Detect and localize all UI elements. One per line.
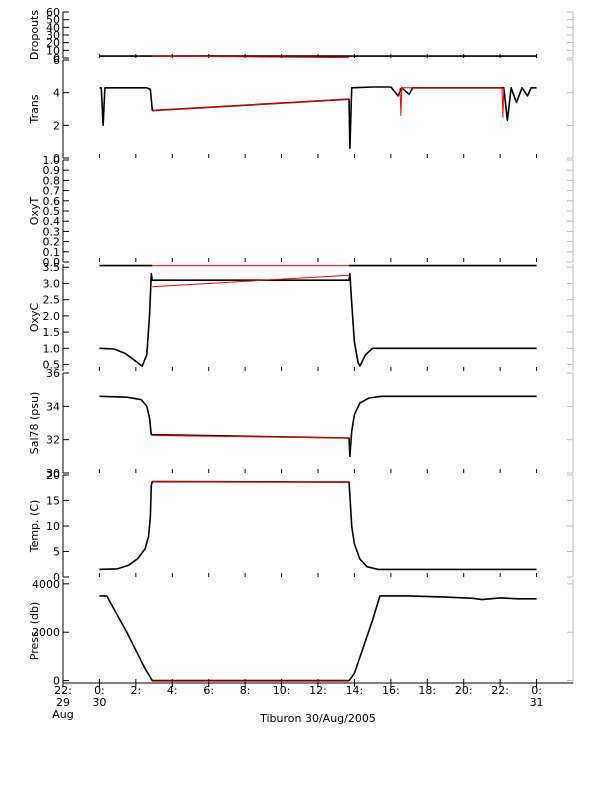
y-tick-label: 32 [46,434,60,447]
y-tick-label: 50 [46,14,60,27]
y-tick-label: 0.6 [43,195,61,208]
y-axis-title: OxyC [28,303,41,333]
panel-trans: 0 2 4 6 Trans [28,54,574,165]
x-tick-label: 12: [309,684,327,697]
y-axis-title: Dropouts [28,10,41,60]
y-tick-label: 10 [46,520,60,533]
y-tick-label: 2000 [32,626,60,639]
x-tick-label: 18: [418,684,436,697]
panel-oxyt: 0.00.10.20.30.40.50.60.70.80.91.0 OxyT [28,154,574,269]
gap-series-line [399,87,505,118]
y-tick-label: 6 [53,54,60,67]
y-tick-label: 20 [46,469,60,482]
y-axis-title: Sal78 (psu) [28,392,41,455]
y-tick-label: 2.5 [43,294,61,307]
y-tick-label: 4 [53,87,60,100]
gap-series-line [152,481,350,483]
panel-temp-c-: 0 5 10 15 20 Temp. (C) [28,469,574,584]
x-tick-label: 22: [491,684,509,697]
y-tick-label: 4000 [32,578,60,591]
y-tick-label: 0.8 [43,174,61,187]
x-tick-label: 6: [203,684,214,697]
y-tick-label: 40 [46,21,60,34]
y-tick-label: 15 [46,495,60,508]
gap-series-line [152,435,350,439]
y-tick-label: 30 [46,29,60,42]
y-tick-label: 1.5 [43,326,61,339]
y-tick-label: 0.5 [43,359,61,372]
y-tick-label: 0.0 [43,256,61,269]
x-tick-day-label: 29 [56,696,70,709]
y-tick-label: 30 [46,467,60,480]
gap-series-line [152,55,350,59]
y-tick-label: 0.3 [43,225,61,238]
y-tick-label: 0.1 [43,246,61,259]
x-tick-label: 14: [346,684,364,697]
x-tick-month-label: Aug [52,708,73,721]
y-tick-label: 36 [46,367,60,380]
x-tick-label: 22: [54,684,72,697]
y-tick-label: 0.5 [43,205,61,218]
y-tick-label: 3.5 [43,261,61,274]
x-tick-label: 16: [382,684,400,697]
data-series-line [99,272,537,367]
y-tick-label: 1.0 [43,342,61,355]
x-tick-label: 0: [531,684,542,697]
y-axis-title: Press. (db) [28,602,41,661]
y-tick-label: 0 [53,52,60,65]
gap-series-line [152,274,350,288]
x-tick-label: 2: [130,684,141,697]
y-tick-label: 10 [46,44,60,57]
data-series-line [99,595,537,682]
x-tick-label: 4: [167,684,178,697]
y-tick-label: 20 [46,37,60,50]
y-tick-label: 0.4 [43,215,61,228]
y-tick-label: 5 [53,546,60,559]
gap-series-line [152,98,350,112]
panels: 0102030405060Dropouts0246Trans0.00.10.20… [28,6,574,688]
y-tick-label: 1.0 [43,154,61,167]
y-tick-label: 0.7 [43,185,61,198]
y-tick-label: 34 [46,400,60,413]
x-tick-day-label: 31 [530,696,544,709]
y-axis-title: Trans [28,94,41,124]
y-tick-label: 0 [53,152,60,165]
y-tick-label: 60 [46,6,60,19]
panel-oxyc: 0.5 1.0 1.5 2.0 2.5 3.0 3.5 OxyC [28,261,574,372]
y-tick-label: 0.2 [43,236,61,249]
x-tick-label: 10: [273,684,291,697]
x-tick-day-label: 30 [92,696,106,709]
y-tick-label: 0 [53,571,60,584]
y-axis-title: OxyT [28,197,41,226]
panel-press-db-: 0 2000 4000 Press. (db) [28,578,574,688]
y-tick-label: 0.9 [43,164,61,177]
x-tick-label: 8: [240,684,251,697]
y-tick-label: 3.0 [43,277,61,290]
y-tick-label: 2 [53,119,60,132]
y-axis-title: Temp. (C) [28,500,41,554]
y-tick-label: 0 [53,675,60,688]
data-series-line [99,86,537,149]
y-tick-label: 2.0 [43,310,61,323]
x-tick-label: 20: [455,684,473,697]
x-tick-label: 0: [94,684,105,697]
panel-sal78-psu-: 30 32 34 36 Sal78 (psu) [28,367,574,480]
figure-caption: Tiburon 30/Aug/2005 [259,712,376,725]
